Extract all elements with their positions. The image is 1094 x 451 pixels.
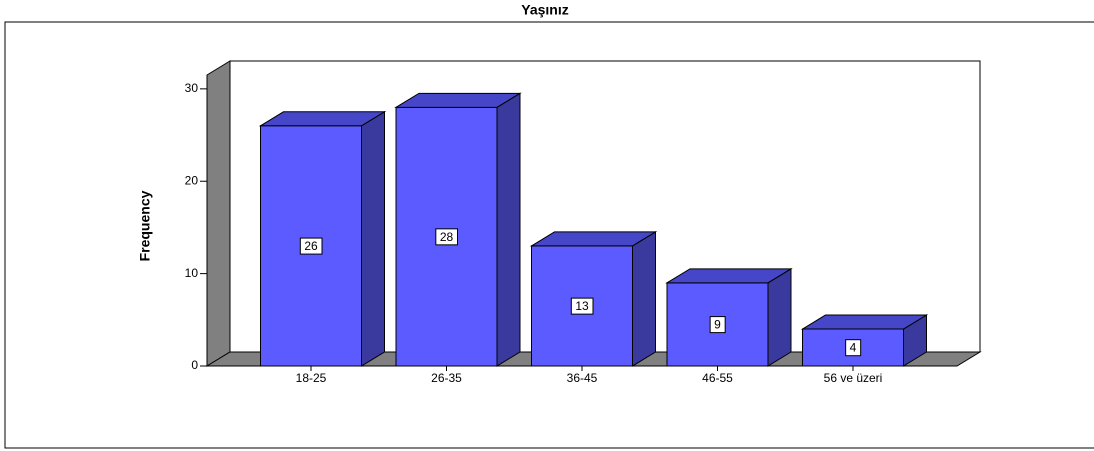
bar-top xyxy=(529,231,658,247)
chart-title: Yaşınız xyxy=(521,2,568,18)
value-label-box xyxy=(845,339,862,357)
bar-top xyxy=(394,92,522,108)
bar xyxy=(258,110,387,367)
value-label-box xyxy=(299,237,323,255)
bar xyxy=(394,92,522,367)
y-tick-label: 30 xyxy=(185,81,199,95)
y-axis-label: Frequency xyxy=(137,190,153,261)
bar xyxy=(665,267,793,367)
x-tick-label: 26-35 xyxy=(431,371,462,385)
y-tick-label: 0 xyxy=(191,358,198,372)
x-tick-label: 46-55 xyxy=(702,371,733,385)
y-tick-label: 10 xyxy=(185,266,199,280)
bar-top xyxy=(665,268,793,284)
value-label: 28 xyxy=(440,230,454,244)
chart-frame xyxy=(4,21,1094,449)
bar-side xyxy=(496,92,521,367)
value-label: 26 xyxy=(304,239,318,253)
value-label: 4 xyxy=(850,341,857,355)
bar-top xyxy=(800,314,929,330)
bar-side xyxy=(767,267,792,367)
value-label: 9 xyxy=(714,318,721,332)
x-tick-label: 56 ve üzeri xyxy=(824,371,883,385)
y-tick-label: 20 xyxy=(185,173,199,187)
bar-top xyxy=(258,111,387,127)
left-wall xyxy=(206,60,231,367)
bar-side xyxy=(361,110,385,367)
bar-side xyxy=(632,231,656,367)
value-label: 13 xyxy=(575,299,589,313)
bar xyxy=(529,231,658,367)
value-label-box xyxy=(709,316,726,334)
x-tick-label: 36-45 xyxy=(567,371,598,385)
value-label-box xyxy=(435,228,458,246)
bar xyxy=(800,314,929,367)
value-label-box xyxy=(570,297,594,315)
x-tick-label: 18-25 xyxy=(296,371,327,385)
